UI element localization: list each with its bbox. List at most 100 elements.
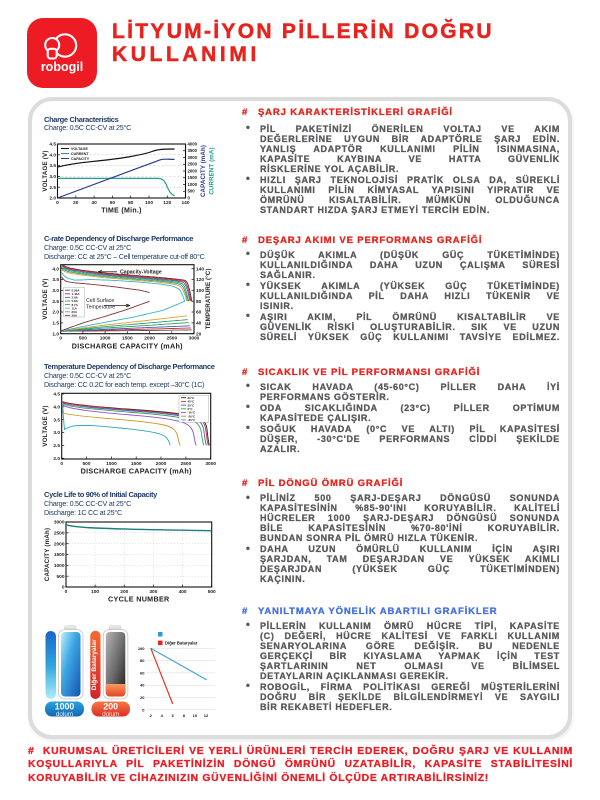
svg-text:500: 500 — [79, 336, 87, 342]
svg-text:Diğer Bataryalar: Diğer Bataryalar — [91, 639, 98, 690]
svg-text:CAPACITY (mAh): CAPACITY (mAh) — [200, 145, 207, 197]
svg-text:2.0: 2.0 — [53, 456, 60, 462]
svg-text:0: 0 — [60, 461, 63, 467]
svg-text:40: 40 — [91, 200, 97, 206]
svg-text:200: 200 — [120, 589, 128, 595]
svg-text:3000: 3000 — [205, 461, 216, 467]
svg-text:DISCHARGE CAPACITY (mAh): DISCHARGE CAPACITY (mAh) — [81, 467, 192, 476]
svg-text:VOLTAGE (V): VOLTAGE (V) — [42, 150, 49, 191]
svg-text:3.0: 3.0 — [53, 430, 60, 436]
svg-text:400: 400 — [179, 589, 187, 595]
svg-text:120: 120 — [196, 277, 204, 283]
svg-text:0.58A: 0.58A — [72, 288, 81, 292]
svg-text:2.0: 2.0 — [52, 310, 59, 316]
svg-text:500: 500 — [82, 461, 90, 467]
svg-text:4.0: 4.0 — [52, 266, 59, 272]
svg-text:CURRENT (mA): CURRENT (mA) — [209, 147, 216, 194]
svg-text:DISCHARGE CAPACITY (mAh): DISCHARGE CAPACITY (mAh) — [72, 342, 183, 351]
svg-text:-20°C: -20°C — [188, 414, 197, 418]
svg-text:-30°C: -30°C — [188, 418, 197, 422]
svg-text:2.5: 2.5 — [53, 443, 60, 449]
svg-text:1.0: 1.0 — [52, 331, 59, 337]
svg-text:0: 0 — [65, 589, 68, 595]
svg-text:80: 80 — [196, 299, 202, 305]
svg-text:100: 100 — [138, 646, 145, 651]
svg-text:1500: 1500 — [131, 461, 142, 467]
svg-text:60: 60 — [140, 670, 145, 675]
svg-text:TIME (Min.): TIME (Min.) — [101, 208, 142, 215]
svg-text:CAPACITY (mAh): CAPACITY (mAh) — [44, 528, 51, 581]
svg-text:0: 0 — [62, 585, 65, 591]
svg-text:12: 12 — [204, 713, 209, 718]
svg-text:2: 2 — [150, 713, 153, 718]
svg-text:140: 140 — [196, 266, 204, 272]
svg-text:500: 500 — [208, 589, 216, 595]
svg-text:20A: 20A — [72, 310, 78, 314]
svg-text:dolum: dolum — [56, 711, 73, 718]
svg-text:100: 100 — [145, 200, 153, 206]
svg-text:11A: 11A — [72, 306, 78, 310]
svg-text:2500: 2500 — [54, 530, 65, 536]
svg-text:0: 0 — [142, 707, 145, 712]
svg-text:60: 60 — [110, 200, 116, 206]
svg-text:1.5: 1.5 — [52, 321, 59, 327]
svg-text:100: 100 — [91, 589, 99, 595]
svg-text:2500: 2500 — [166, 336, 177, 342]
svg-text:3000: 3000 — [188, 155, 198, 160]
svg-text:1500: 1500 — [122, 336, 133, 342]
svg-text:0: 0 — [188, 196, 191, 201]
svg-text:120: 120 — [163, 200, 171, 206]
svg-text:0: 0 — [56, 200, 59, 206]
svg-text:CYCLE NUMBER: CYCLE NUMBER — [108, 595, 170, 604]
svg-text:60°C: 60°C — [188, 396, 196, 400]
svg-text:80: 80 — [128, 200, 134, 206]
svg-text:3500: 3500 — [188, 148, 198, 153]
svg-text:300: 300 — [149, 589, 157, 595]
svg-text:VOLTAGE (V): VOLTAGE (V) — [42, 405, 49, 446]
svg-text:Cell Surface: Cell Surface — [86, 298, 114, 304]
svg-text:2000: 2000 — [156, 461, 167, 467]
svg-text:VOLTAGE: VOLTAGE — [71, 147, 88, 151]
svg-text:8.7A: 8.7A — [72, 303, 79, 307]
svg-text:-10°C: -10°C — [188, 411, 197, 415]
svg-text:1000: 1000 — [100, 336, 111, 342]
svg-text:5.8A: 5.8A — [72, 299, 79, 303]
svg-text:40: 40 — [140, 683, 145, 688]
svg-text:4.5: 4.5 — [49, 142, 56, 148]
svg-text:60: 60 — [196, 310, 202, 316]
svg-text:1500: 1500 — [54, 552, 65, 558]
svg-text:2.5: 2.5 — [49, 185, 56, 191]
svg-text:8: 8 — [183, 713, 186, 718]
svg-text:20: 20 — [73, 200, 79, 206]
svg-text:VOLTAGE (V): VOLTAGE (V) — [42, 278, 49, 319]
svg-text:25°C: 25°C — [188, 403, 196, 407]
svg-text:2.9A: 2.9A — [72, 296, 79, 300]
svg-text:3000: 3000 — [54, 520, 65, 526]
svg-text:3.0: 3.0 — [52, 288, 59, 294]
svg-text:20: 20 — [196, 331, 202, 337]
svg-text:20: 20 — [140, 695, 145, 700]
svg-text:4.0: 4.0 — [49, 152, 56, 158]
svg-text:1000: 1000 — [54, 563, 65, 569]
svg-text:2000: 2000 — [188, 169, 198, 174]
svg-text:CAPACITY: CAPACITY — [71, 157, 90, 161]
svg-text:4000: 4000 — [188, 142, 198, 147]
svg-text:6: 6 — [172, 713, 175, 718]
svg-text:29A: 29A — [72, 314, 78, 318]
svg-text:2.5: 2.5 — [52, 299, 59, 305]
svg-text:45°C: 45°C — [188, 400, 196, 404]
svg-text:4: 4 — [161, 713, 164, 718]
svg-text:2000: 2000 — [54, 541, 65, 547]
svg-text:Capacity-Voltage: Capacity-Voltage — [120, 270, 162, 276]
svg-text:4.0: 4.0 — [53, 405, 60, 411]
svg-text:2000: 2000 — [144, 336, 155, 342]
svg-text:1.45A: 1.45A — [72, 292, 81, 296]
svg-text:140: 140 — [181, 200, 189, 206]
svg-text:1500: 1500 — [188, 175, 198, 180]
svg-text:1000: 1000 — [188, 182, 198, 187]
svg-text:0: 0 — [59, 336, 62, 342]
svg-text:200: 200 — [103, 702, 118, 712]
svg-text:3.0: 3.0 — [49, 174, 56, 180]
svg-text:4.5: 4.5 — [53, 392, 60, 398]
svg-text:2500: 2500 — [181, 461, 192, 467]
